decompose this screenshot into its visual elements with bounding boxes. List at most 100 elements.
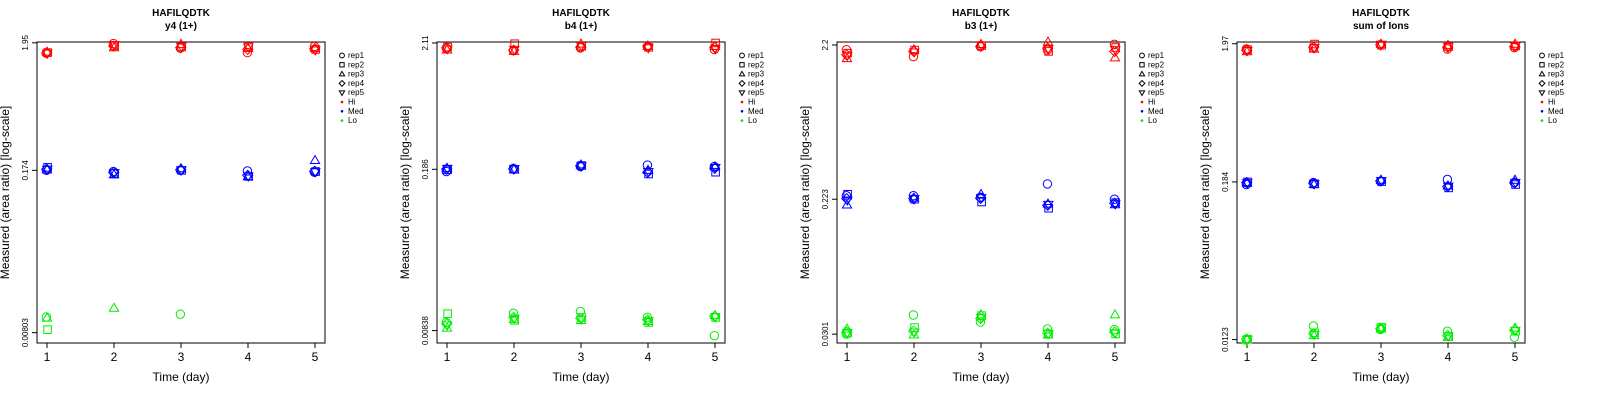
y-tick-label: 0.00803	[21, 318, 30, 347]
data-point-med	[841, 199, 853, 209]
data-point-med	[642, 160, 653, 170]
legend-dot-med	[340, 110, 344, 113]
y-tick-label: 0.174	[21, 160, 30, 181]
data-point-hi	[1308, 44, 1320, 54]
legend-symbol-rep3	[1538, 70, 1546, 77]
data-point-hi	[575, 38, 587, 48]
x-tick-label: 3	[978, 350, 985, 364]
legend-symbol-rep5	[1138, 90, 1146, 97]
x-tick-label: 5	[312, 350, 319, 364]
plot-frame	[36, 41, 326, 344]
x-axis-label: Time (day)	[553, 370, 610, 384]
legend-label-rep4: rep4	[748, 79, 765, 88]
data-point-med	[108, 169, 120, 179]
y-tick-label: 0.186	[421, 159, 430, 180]
x-tick-label: 2	[911, 350, 918, 364]
legend-symbol-rep1	[339, 52, 345, 59]
legend-symbol-rep4	[738, 79, 746, 87]
data-point-med	[441, 162, 453, 172]
data-point-med	[242, 166, 253, 176]
x-axis-label: Time (day)	[153, 370, 210, 384]
data-point-med	[242, 172, 254, 182]
legend-label-hi: Hi	[348, 98, 356, 107]
x-tick-label: 1	[44, 350, 51, 364]
chart-subtitle: b4 (1+)	[565, 21, 598, 32]
data-point-med	[1308, 180, 1320, 190]
data-point-med	[1044, 203, 1053, 213]
legend-dot-hi	[340, 100, 344, 104]
data-point-med	[1375, 177, 1387, 187]
data-point-lo	[1109, 308, 1121, 319]
x-tick-label: 5	[1512, 350, 1519, 364]
legend-dot-med	[740, 110, 744, 113]
legend-dot-lo	[1140, 119, 1144, 122]
data-point-hi	[175, 42, 187, 53]
legend-label-rep5: rep5	[1548, 88, 1565, 97]
data-point-lo	[841, 328, 853, 339]
x-axis-label: Time (day)	[953, 370, 1010, 384]
y-axis-label: Measured (area ratio) [log-scale]	[398, 106, 412, 279]
legend-symbol-rep4	[1538, 79, 1546, 87]
legend-symbol-rep3	[738, 70, 746, 77]
data-point-hi	[841, 51, 853, 62]
data-point-hi	[711, 38, 720, 48]
data-point-lo	[1375, 324, 1387, 334]
data-point-med	[1442, 174, 1453, 185]
data-point-hi	[41, 49, 53, 60]
data-point-med	[642, 167, 654, 178]
legend-symbol-rep1	[1139, 52, 1145, 59]
legend-label-lo: Lo	[1148, 116, 1157, 125]
y-tick-label: 1.95	[21, 34, 30, 50]
data-point-hi	[1044, 47, 1053, 56]
plot-frame	[1236, 41, 1526, 344]
data-point-lo	[175, 309, 186, 319]
data-point-med	[309, 154, 321, 165]
chart-title: HAFILQDTK	[1352, 8, 1411, 19]
legend-dot-hi	[1540, 100, 1544, 104]
data-point-lo	[108, 302, 120, 312]
data-point-hi	[508, 45, 520, 56]
y-tick-label: 0.00838	[421, 316, 430, 345]
legend-label-rep5: rep5	[1148, 88, 1165, 97]
x-tick-label: 1	[444, 350, 451, 364]
legend-symbol-rep5	[338, 90, 346, 97]
legend-label-rep2: rep2	[1548, 60, 1565, 69]
x-tick-label: 3	[1378, 350, 1385, 364]
data-point-lo	[1509, 326, 1521, 337]
data-point-hi	[642, 40, 654, 50]
legend-label-rep3: rep3	[1548, 70, 1565, 79]
data-point-lo	[1308, 330, 1320, 341]
data-point-hi	[1241, 46, 1253, 57]
y-tick-label: 2.11	[421, 35, 430, 51]
x-tick-label: 1	[844, 350, 851, 364]
legend-label-rep3: rep3	[748, 70, 765, 79]
y-axis-label: Measured (area ratio) [log-scale]	[0, 106, 12, 279]
data-point-lo	[1442, 326, 1453, 336]
data-point-lo	[908, 310, 919, 320]
chart-panel-4: HAFILQDTK sum of Ions 1 2 3 4 5 Time (day) 0.012…	[1198, 8, 1565, 384]
data-point-med	[1442, 180, 1454, 190]
x-tick-label: 1	[1244, 350, 1251, 364]
data-point-lo	[975, 308, 987, 319]
legend-label-med: Med	[748, 107, 764, 116]
y-tick-label: 2.2	[821, 39, 830, 51]
chart-panel-2: HAFILQDTK b4 (1+) 1 2 3 4 5 Time (day) 0.00838 0.…	[398, 8, 765, 384]
plot-frame	[436, 41, 726, 344]
chart-subtitle: b3 (1+)	[965, 21, 998, 32]
legend-symbol-rep5	[738, 90, 746, 97]
data-point-hi	[242, 43, 254, 53]
data-point-hi	[908, 48, 920, 58]
chart-panel-1: HAFILQDTK y4 (1+) 1 2 3 4 5 Time (day) 0.00803 0.…	[0, 8, 365, 384]
legend-label-rep4: rep4	[1548, 79, 1565, 88]
data-point-med	[1509, 178, 1521, 189]
x-tick-label: 2	[1311, 350, 1318, 364]
y-tick-label: 0.223	[821, 189, 830, 210]
chart-title: HAFILQDTK	[552, 8, 611, 19]
data-point-hi	[642, 44, 654, 54]
legend-label-rep2: rep2	[748, 60, 765, 69]
legend-label-lo: Lo	[1548, 116, 1557, 125]
data-point-lo	[575, 315, 587, 326]
legend-label-rep1: rep1	[1548, 51, 1565, 60]
data-point-med	[841, 196, 853, 206]
legend-dot-hi	[740, 100, 744, 104]
